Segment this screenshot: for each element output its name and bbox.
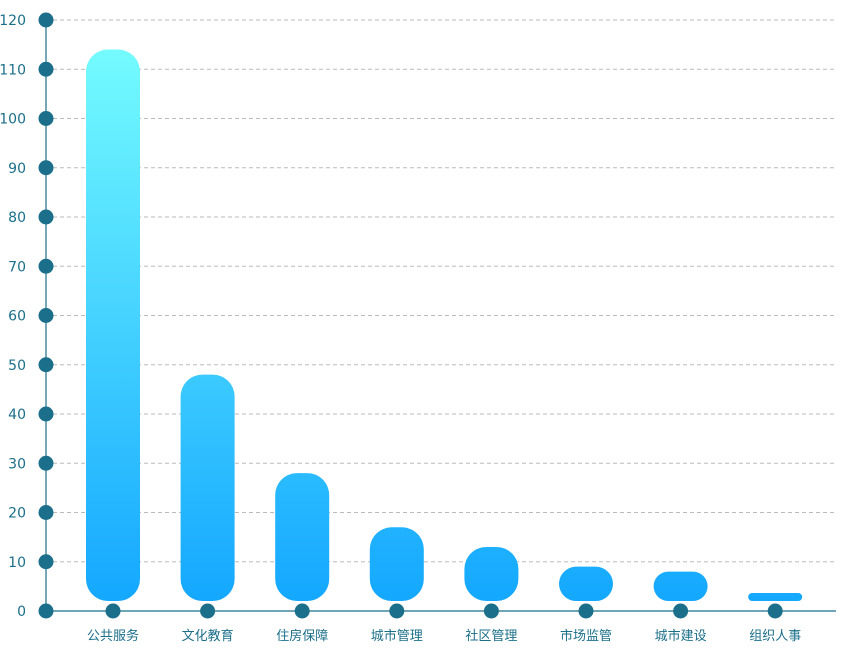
- x-tick-marker: [483, 603, 499, 619]
- x-tick-label: 文化教育: [182, 628, 234, 644]
- bar: [275, 473, 330, 601]
- y-tick-label: 60: [8, 309, 26, 325]
- x-tick-label: 住房保障: [276, 628, 328, 644]
- grid-lines: [46, 19, 836, 563]
- bar: [86, 49, 140, 602]
- x-tick-marker: [578, 603, 594, 619]
- y-tick-label: 110: [0, 62, 26, 78]
- y-tick-marker: [38, 308, 54, 323]
- y-tick-label: 70: [8, 259, 26, 275]
- y-tick-label: 10: [8, 555, 26, 571]
- tick-markers: [38, 12, 783, 619]
- y-tick-marker: [38, 406, 54, 422]
- x-tick-label: 组织人事: [749, 629, 801, 644]
- bar: [559, 566, 613, 601]
- x-tick-label: 城市建设: [655, 628, 707, 644]
- y-tick-marker: [38, 357, 54, 373]
- y-tick-label: 20: [8, 506, 26, 522]
- y-tick-marker: [38, 111, 54, 126]
- y-tick-label: 30: [8, 456, 26, 472]
- bar: [464, 546, 519, 601]
- x-tick-marker: [673, 603, 689, 619]
- y-tick-label: 120: [0, 13, 26, 29]
- y-tick-label: 100: [0, 112, 26, 128]
- x-tick-marker: [389, 603, 405, 619]
- y-tick-label: 80: [8, 210, 26, 226]
- y-tick-label: 90: [8, 161, 26, 177]
- y-tick-marker: [38, 209, 54, 225]
- x-tick-marker: [767, 603, 783, 619]
- tick-labels: 0 10 20 30 40 50 60 70 80 90 100 110 120 公共服务 文化教育 住房保障…: [0, 13, 801, 644]
- bar: [653, 571, 708, 601]
- y-tick-marker: [38, 554, 54, 570]
- y-tick-marker: [38, 258, 54, 274]
- x-tick-marker: [294, 603, 310, 619]
- y-tick-marker: [38, 12, 54, 28]
- x-tick-label: 公共服务: [87, 628, 139, 644]
- y-tick-marker: [38, 455, 54, 471]
- x-tick-label: 城市管理: [371, 628, 423, 644]
- y-tick-marker: [38, 603, 54, 619]
- y-tick-marker: [38, 160, 54, 176]
- bar: [748, 593, 803, 601]
- x-tick-label: 社区管理: [465, 628, 517, 644]
- y-tick-marker: [38, 505, 54, 520]
- x-tick-label: 市场监管: [560, 628, 612, 644]
- bar: [369, 527, 424, 601]
- y-tick-label: 0: [17, 604, 26, 620]
- y-tick-marker: [38, 61, 54, 77]
- bars: [86, 49, 803, 602]
- bar: [180, 374, 235, 601]
- x-tick-marker: [200, 603, 216, 619]
- y-tick-label: 50: [8, 358, 26, 374]
- x-tick-marker: [105, 603, 121, 619]
- y-tick-label: 40: [8, 407, 26, 423]
